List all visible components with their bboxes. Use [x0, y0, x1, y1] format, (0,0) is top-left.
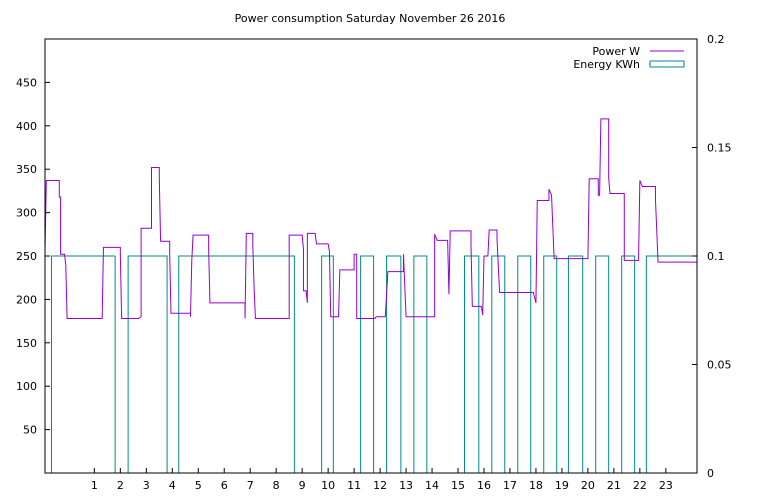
energy-bar: [645, 255, 698, 473]
x-tick-label: 10: [321, 479, 335, 492]
x-tick-label: 12: [373, 479, 387, 492]
x-tick-label: 14: [425, 479, 439, 492]
y2-tick-label: 0.05: [707, 359, 732, 372]
x-tick-label: 17: [503, 479, 517, 492]
energy-bar: [491, 255, 506, 473]
x-tick-label: 19: [555, 479, 569, 492]
legend-label-energy: Energy KWh: [573, 58, 640, 71]
y2-tick-label: 0: [707, 467, 714, 480]
x-tick-label: 6: [221, 479, 228, 492]
y-tick-label: 300: [16, 207, 37, 220]
y2-tick-label: 0.2: [707, 33, 725, 46]
x-tick-label: 18: [529, 479, 543, 492]
power-series: [44, 118, 697, 319]
x-tick-label: 16: [477, 479, 491, 492]
energy-bar: [595, 255, 610, 473]
energy-bar: [543, 255, 558, 473]
x-tick-label: 8: [273, 479, 280, 492]
y2-tick-label: 0.1: [707, 250, 725, 263]
energy-bar: [321, 255, 334, 473]
chart-title: Power consumption Saturday November 26 2…: [235, 12, 506, 25]
legend-swatch-energy: [649, 60, 685, 68]
energy-bar: [127, 255, 168, 473]
energy-bar: [360, 255, 375, 473]
energy-bar: [517, 255, 532, 473]
x-tick-label: 5: [195, 479, 202, 492]
energy-bar: [413, 255, 428, 473]
x-tick-label: 7: [247, 479, 254, 492]
y-tick-label: 450: [16, 76, 37, 89]
x-tick-label: 1: [91, 479, 98, 492]
x-tick-label: 9: [299, 479, 306, 492]
y-tick-label: 350: [16, 163, 37, 176]
x-tick-label: 11: [347, 479, 361, 492]
y-tick-label: 250: [16, 250, 37, 263]
energy-bar: [386, 255, 402, 473]
energy-series: [50, 255, 698, 473]
x-tick-label: 3: [143, 479, 150, 492]
y-tick-label: 100: [16, 380, 37, 393]
energy-bar: [178, 255, 295, 473]
legend: Power W Energy KWh: [573, 45, 685, 71]
power-line: [44, 118, 697, 319]
x-tick-label: 2: [117, 479, 124, 492]
x-tick-label: 23: [659, 479, 673, 492]
x-tick-label: 22: [633, 479, 647, 492]
energy-bar: [567, 255, 584, 473]
x-tick-label: 21: [607, 479, 621, 492]
axes: 1 2 3 4 5 6 7 8 9 10 11 12 13 14 15 16 17 18 19 20 21 22 23501…: [16, 33, 732, 492]
legend-label-power: Power W: [592, 45, 640, 58]
y2-tick-label: 0.15: [707, 142, 732, 155]
x-tick-label: 4: [169, 479, 176, 492]
x-tick-label: 13: [399, 479, 413, 492]
y-tick-label: 400: [16, 120, 37, 133]
y-tick-label: 200: [16, 293, 37, 306]
x-tick-label: 20: [581, 479, 595, 492]
energy-bar: [50, 255, 116, 473]
y-tick-label: 50: [23, 424, 37, 437]
y-tick-label: 150: [16, 337, 37, 350]
energy-bar: [621, 255, 636, 473]
x-tick-label: 15: [451, 479, 465, 492]
